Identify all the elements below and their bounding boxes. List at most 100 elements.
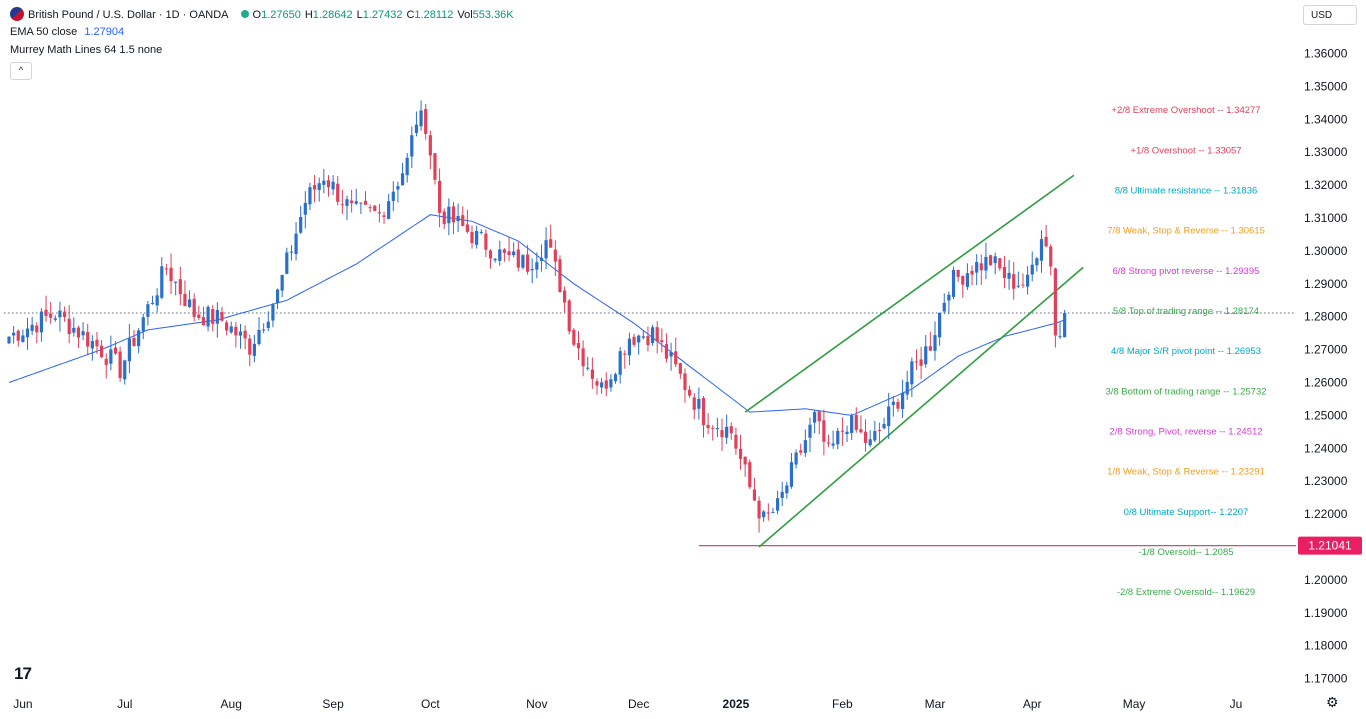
candle-body [238,331,243,336]
candle [447,198,451,236]
candle-body [729,426,733,434]
support-line-layer [4,312,1296,547]
candle-body [905,381,909,395]
candle [558,255,562,293]
candle [373,205,377,212]
candle-body [95,339,99,347]
candle-body [1039,238,1044,261]
price-tick-label: 1.31000 [1304,211,1348,225]
candle [225,320,229,336]
murrey-level-label: -2/8 Extreme Oversold-- 1.19629 [1117,587,1255,598]
candle-body [558,259,562,292]
candle-body [81,331,85,336]
candle [882,417,886,430]
candle [725,414,729,444]
candle-body [234,326,238,336]
candle-body [1012,274,1016,289]
murrey-legend[interactable]: Murrey Math Lines 64 1.5 none [10,44,166,56]
candle-body [475,230,479,245]
candle-body [632,336,636,345]
price-tick-label: 1.33000 [1304,145,1348,159]
candle-body [965,273,970,287]
candle-body [1035,258,1039,266]
candle [169,253,173,295]
candle-body [345,199,349,206]
candle-body [530,268,534,271]
candle-body [146,304,150,317]
candle [100,340,104,359]
candle [377,203,381,223]
candle [7,336,11,345]
candle-body [581,348,585,367]
candle-body [502,249,507,253]
gbp-usd-flag-icon [10,7,24,21]
candle-body [697,398,701,409]
candle [252,334,256,363]
candle [706,413,710,435]
candle [757,496,761,533]
candle [1012,262,1016,300]
candle [729,422,733,440]
time-tick-label: Aug [221,697,242,711]
candle-body [164,268,169,270]
currency-selector[interactable]: USD [1303,5,1357,25]
chevron-up-icon: ^ [18,65,24,75]
candle-body [840,430,844,432]
symbol-title[interactable]: British Pound / U.S. Dollar · 1D · OANDA [28,9,229,21]
symbol-header: British Pound / U.S. Dollar · 1D · OANDA… [10,7,522,21]
murrey-label: Murrey Math Lines 64 1.5 none [10,44,163,56]
candle [748,459,752,489]
price-tick-label: 1.28000 [1304,310,1348,324]
candle [90,335,94,361]
candle [271,302,275,328]
murrey-level-name: 5/8 Top of trading range -- [1113,306,1225,317]
candle-body [39,311,44,333]
candle-body [859,429,863,433]
candle-body [970,270,974,275]
candle [178,266,182,306]
candle [433,153,437,185]
candle [896,398,900,412]
collapse-legend-button[interactable]: ^ [10,62,32,80]
candle [39,308,44,342]
candle [919,346,923,379]
candle [498,240,502,266]
time-tick-label: May [1123,697,1146,711]
price-tick-label: 1.36000 [1304,47,1348,61]
candle [831,430,835,449]
candle [646,326,650,352]
candle [25,317,30,350]
murrey-level-label: 8/8 Ultimate resistance -- 1.31836 [1115,185,1258,196]
candle [234,322,238,348]
candle [1002,255,1007,289]
candle-body [831,443,835,446]
tradingview-logo[interactable]: 17 [14,664,32,684]
candle [410,126,414,168]
candle-body [1044,236,1048,247]
candle-body [887,406,891,427]
candle-body [674,351,678,365]
candle [738,434,743,470]
candle-body [576,343,581,349]
candle-body [604,380,608,389]
candle [215,302,219,338]
candle [613,372,618,384]
candle [470,225,474,249]
candle [928,331,932,351]
candle-body [836,430,840,445]
candle [938,312,942,346]
candle [859,415,863,434]
price-tick-label: 1.22000 [1304,507,1348,521]
time-tick-label: Apr [1023,697,1042,711]
candle-body [1026,274,1030,287]
candle-body [368,207,372,209]
candle-body [317,183,321,190]
ema-legend[interactable]: EMA 50 close 1.27904 [10,26,128,38]
candle-body [58,310,62,318]
ohlc-key-l: L [356,9,363,21]
candle-body [743,456,747,465]
price-tick-label: 1.32000 [1304,178,1348,192]
settings-icon[interactable]: ⚙ [1326,694,1339,711]
candle-body [988,255,993,266]
